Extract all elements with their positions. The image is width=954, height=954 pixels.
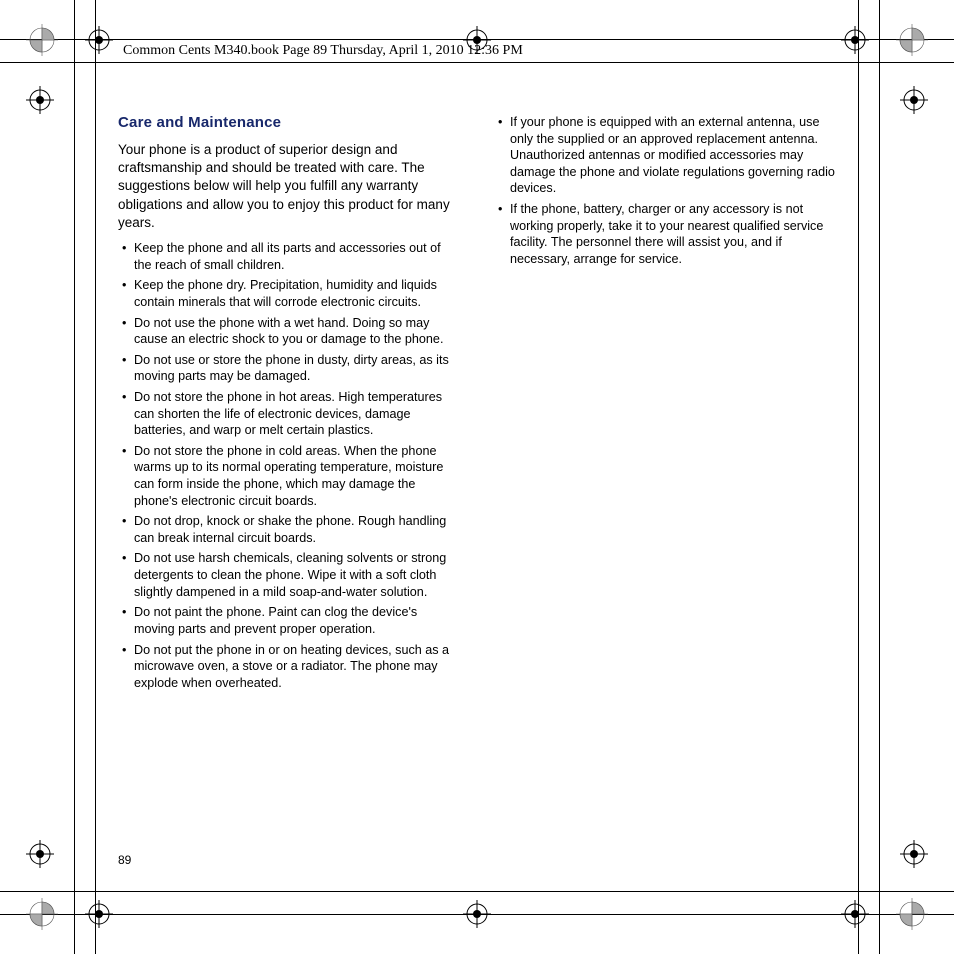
registration-mark-icon — [26, 86, 54, 114]
registration-mark-icon — [463, 900, 491, 928]
list-item: If your phone is equipped with an extern… — [494, 114, 836, 197]
crop-mark-icon — [896, 898, 928, 930]
list-item: If the phone, battery, charger or any ac… — [494, 201, 836, 267]
list-item: Do not store the phone in cold areas. Wh… — [118, 443, 460, 509]
registration-mark-icon — [85, 900, 113, 928]
column-right: If your phone is equipped with an extern… — [494, 114, 836, 854]
page-content: Care and Maintenance Your phone is a pro… — [118, 114, 836, 854]
page-number: 89 — [118, 853, 131, 867]
registration-mark-icon — [841, 26, 869, 54]
column-left: Care and Maintenance Your phone is a pro… — [118, 114, 460, 854]
list-item: Do not use harsh chemicals, cleaning sol… — [118, 550, 460, 600]
list-item: Do not paint the phone. Paint can clog t… — [118, 604, 460, 637]
crop-line — [74, 0, 75, 954]
crop-mark-icon — [896, 24, 928, 56]
registration-mark-icon — [900, 840, 928, 868]
list-item: Do not use or store the phone in dusty, … — [118, 352, 460, 385]
crop-mark-icon — [26, 898, 58, 930]
crop-line — [0, 62, 954, 63]
registration-mark-icon — [85, 26, 113, 54]
list-item: Do not drop, knock or shake the phone. R… — [118, 513, 460, 546]
header-text: Common Cents M340.book Page 89 Thursday,… — [123, 43, 523, 59]
list-item: Do not put the phone in or on heating de… — [118, 642, 460, 692]
crop-line — [0, 891, 954, 892]
crop-line — [879, 0, 880, 954]
bullet-list: Keep the phone and all its parts and acc… — [118, 240, 460, 691]
bullet-list: If your phone is equipped with an extern… — [494, 114, 836, 267]
list-item: Do not use the phone with a wet hand. Do… — [118, 315, 460, 348]
crop-mark-icon — [26, 24, 58, 56]
section-heading: Care and Maintenance — [118, 114, 460, 131]
registration-mark-icon — [841, 900, 869, 928]
list-item: Do not store the phone in hot areas. Hig… — [118, 389, 460, 439]
list-item: Keep the phone and all its parts and acc… — [118, 240, 460, 273]
crop-line — [95, 0, 96, 954]
registration-mark-icon — [26, 840, 54, 868]
registration-mark-icon — [900, 86, 928, 114]
intro-paragraph: Your phone is a product of superior desi… — [118, 141, 460, 232]
list-item: Keep the phone dry. Precipitation, humid… — [118, 277, 460, 310]
crop-line — [858, 0, 859, 954]
